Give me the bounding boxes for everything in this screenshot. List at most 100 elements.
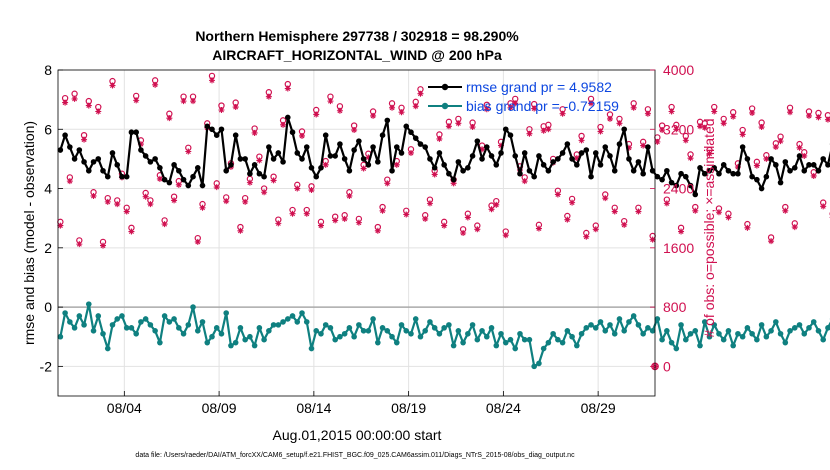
bias-point xyxy=(275,322,282,328)
obs-assimilated-point xyxy=(545,126,552,133)
obs-assimilated-point xyxy=(739,131,746,138)
obs-assimilated-point xyxy=(602,195,609,202)
obs-assimilated-point xyxy=(123,208,130,215)
obs-assimilated-point xyxy=(213,184,220,191)
y-right-tick-label-2: 1600 xyxy=(663,240,694,256)
bias-point xyxy=(450,342,457,349)
rmse-point xyxy=(242,156,248,162)
obs-assimilated-point xyxy=(431,171,438,178)
bias-point xyxy=(360,328,367,334)
obs-assimilated-point xyxy=(720,120,727,127)
obs-assimilated-point xyxy=(393,161,400,168)
obs-assimilated-point xyxy=(242,198,249,205)
bias-point xyxy=(635,322,642,328)
obs-assimilated-point xyxy=(365,154,372,161)
bias-point xyxy=(261,336,267,343)
obs-assimilated-point xyxy=(450,180,457,187)
x-tick-label-4: 08/24 xyxy=(486,400,521,416)
bias-point xyxy=(166,319,173,325)
rmse-point xyxy=(393,144,400,150)
obs-assimilated-point xyxy=(697,123,704,130)
bias-point xyxy=(659,336,665,343)
bias-point xyxy=(483,333,490,340)
obs-assimilated-point xyxy=(199,204,206,211)
bias-point xyxy=(720,336,727,343)
rmse-point xyxy=(417,141,424,147)
rmse-point xyxy=(218,126,225,133)
y-right-tick-label-5: 4000 xyxy=(663,62,694,78)
y-axis-left-ticks: -2 0 2 4 6 8 xyxy=(40,62,63,374)
bias-point xyxy=(678,322,684,328)
obs-assimilated-point xyxy=(787,109,794,116)
bias-point xyxy=(588,322,594,328)
rmse-point xyxy=(147,159,154,165)
bias-point xyxy=(223,310,230,316)
rmse-point xyxy=(578,150,585,156)
rmse-point xyxy=(801,167,808,174)
rmse-point xyxy=(299,156,305,162)
bias-point xyxy=(649,328,656,334)
bias-point xyxy=(398,322,405,328)
rmse-point xyxy=(754,176,760,183)
bias-point xyxy=(322,322,329,328)
bias-point xyxy=(701,319,708,325)
bias-point xyxy=(607,322,613,328)
rmse-point xyxy=(289,129,296,136)
obs-assimilated-point xyxy=(237,227,244,234)
bias-point xyxy=(199,319,206,325)
bias-point xyxy=(294,319,301,325)
obs-assimilated-point xyxy=(417,90,424,97)
obs-assimilated-point xyxy=(578,137,585,144)
bias-point xyxy=(412,316,419,322)
rmse-point xyxy=(318,165,324,171)
obs-assimilated-point xyxy=(95,108,102,115)
bias-point xyxy=(460,339,466,346)
rmse-point xyxy=(559,150,566,156)
bias-point xyxy=(559,339,566,346)
bias-point xyxy=(95,313,102,319)
rmse-point xyxy=(190,173,196,180)
rmse-point xyxy=(493,162,500,168)
rmse-point xyxy=(247,170,253,177)
bias-point xyxy=(308,345,315,352)
obs-assimilated-point xyxy=(360,165,367,172)
bias-point xyxy=(313,328,320,334)
rmse-point xyxy=(635,159,642,165)
obs-assimilated-point xyxy=(777,138,784,145)
rmse-point xyxy=(436,150,443,156)
bias-point xyxy=(232,339,239,346)
rmse-point xyxy=(351,147,357,153)
rmse-point xyxy=(701,170,708,177)
rmse-point xyxy=(85,167,92,174)
rmse-point xyxy=(360,156,367,162)
bias-point xyxy=(204,339,211,346)
bias-point xyxy=(161,313,168,319)
rmse-point xyxy=(261,173,267,180)
rmse-point xyxy=(569,156,575,162)
rmse-point xyxy=(327,153,334,159)
bias-point xyxy=(422,328,429,334)
obs-assimilated-point xyxy=(166,115,173,122)
bias-point xyxy=(370,316,376,322)
obs-assimilated-point xyxy=(194,238,201,245)
rmse-point xyxy=(806,162,812,168)
bias-point xyxy=(602,328,609,334)
y-right-tick-label-4: 3200 xyxy=(663,121,694,137)
rmse-point xyxy=(706,167,713,174)
obs-assimilated-point xyxy=(422,215,429,222)
bias-point xyxy=(62,310,68,316)
bias-point xyxy=(356,322,362,328)
rmse-point xyxy=(213,132,220,138)
rmse-point xyxy=(76,147,83,153)
rmse-point xyxy=(574,162,580,168)
plot-background xyxy=(58,70,655,396)
rmse-point xyxy=(659,176,665,183)
bias-point xyxy=(256,325,263,331)
y-axis-left-label: rmse and bias (model - observation) xyxy=(21,121,37,345)
rmse-point xyxy=(810,162,817,168)
obs-assimilated-point xyxy=(564,216,571,223)
bias-point xyxy=(109,322,116,328)
obs-assimilated-point xyxy=(275,220,282,227)
legend-bias-label: bias grand pr = -0.72159 xyxy=(466,98,619,114)
rmse-point xyxy=(389,167,395,174)
